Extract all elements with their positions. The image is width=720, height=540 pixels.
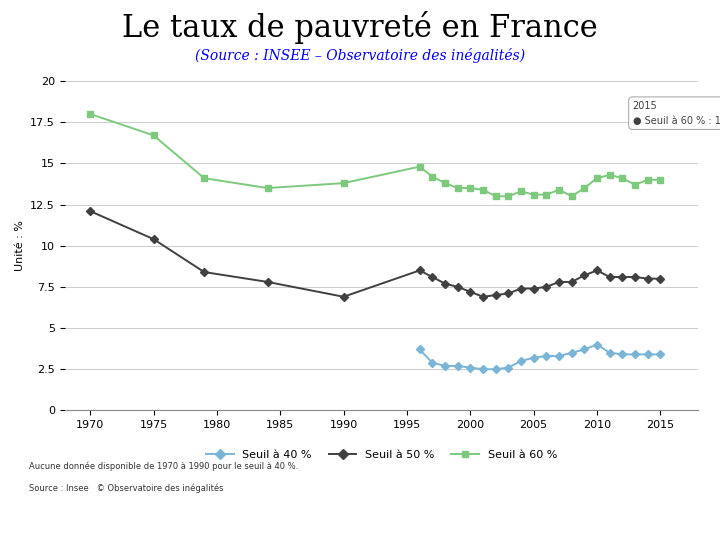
Y-axis label: Unité : %: Unité : % <box>15 220 24 271</box>
Legend: Seuil à 40 %, Seuil à 50 %, Seuil à 60 %: Seuil à 40 %, Seuil à 50 %, Seuil à 60 % <box>202 446 562 464</box>
Text: Source : Insee   © Observatoire des inégalités: Source : Insee © Observatoire des inégal… <box>29 483 223 493</box>
Text: Le taux de pauvreté en France: Le taux de pauvreté en France <box>122 10 598 44</box>
Text: (Source : INSEE – Observatoire des inégalités): (Source : INSEE – Observatoire des inéga… <box>195 48 525 63</box>
Text: 2015
● Seuil à 60 % : 14: 2015 ● Seuil à 60 % : 14 <box>632 101 720 126</box>
Text: Aucune donnée disponible de 1970 à 1990 pour le seuil à 40 %.: Aucune donnée disponible de 1970 à 1990 … <box>29 462 298 471</box>
